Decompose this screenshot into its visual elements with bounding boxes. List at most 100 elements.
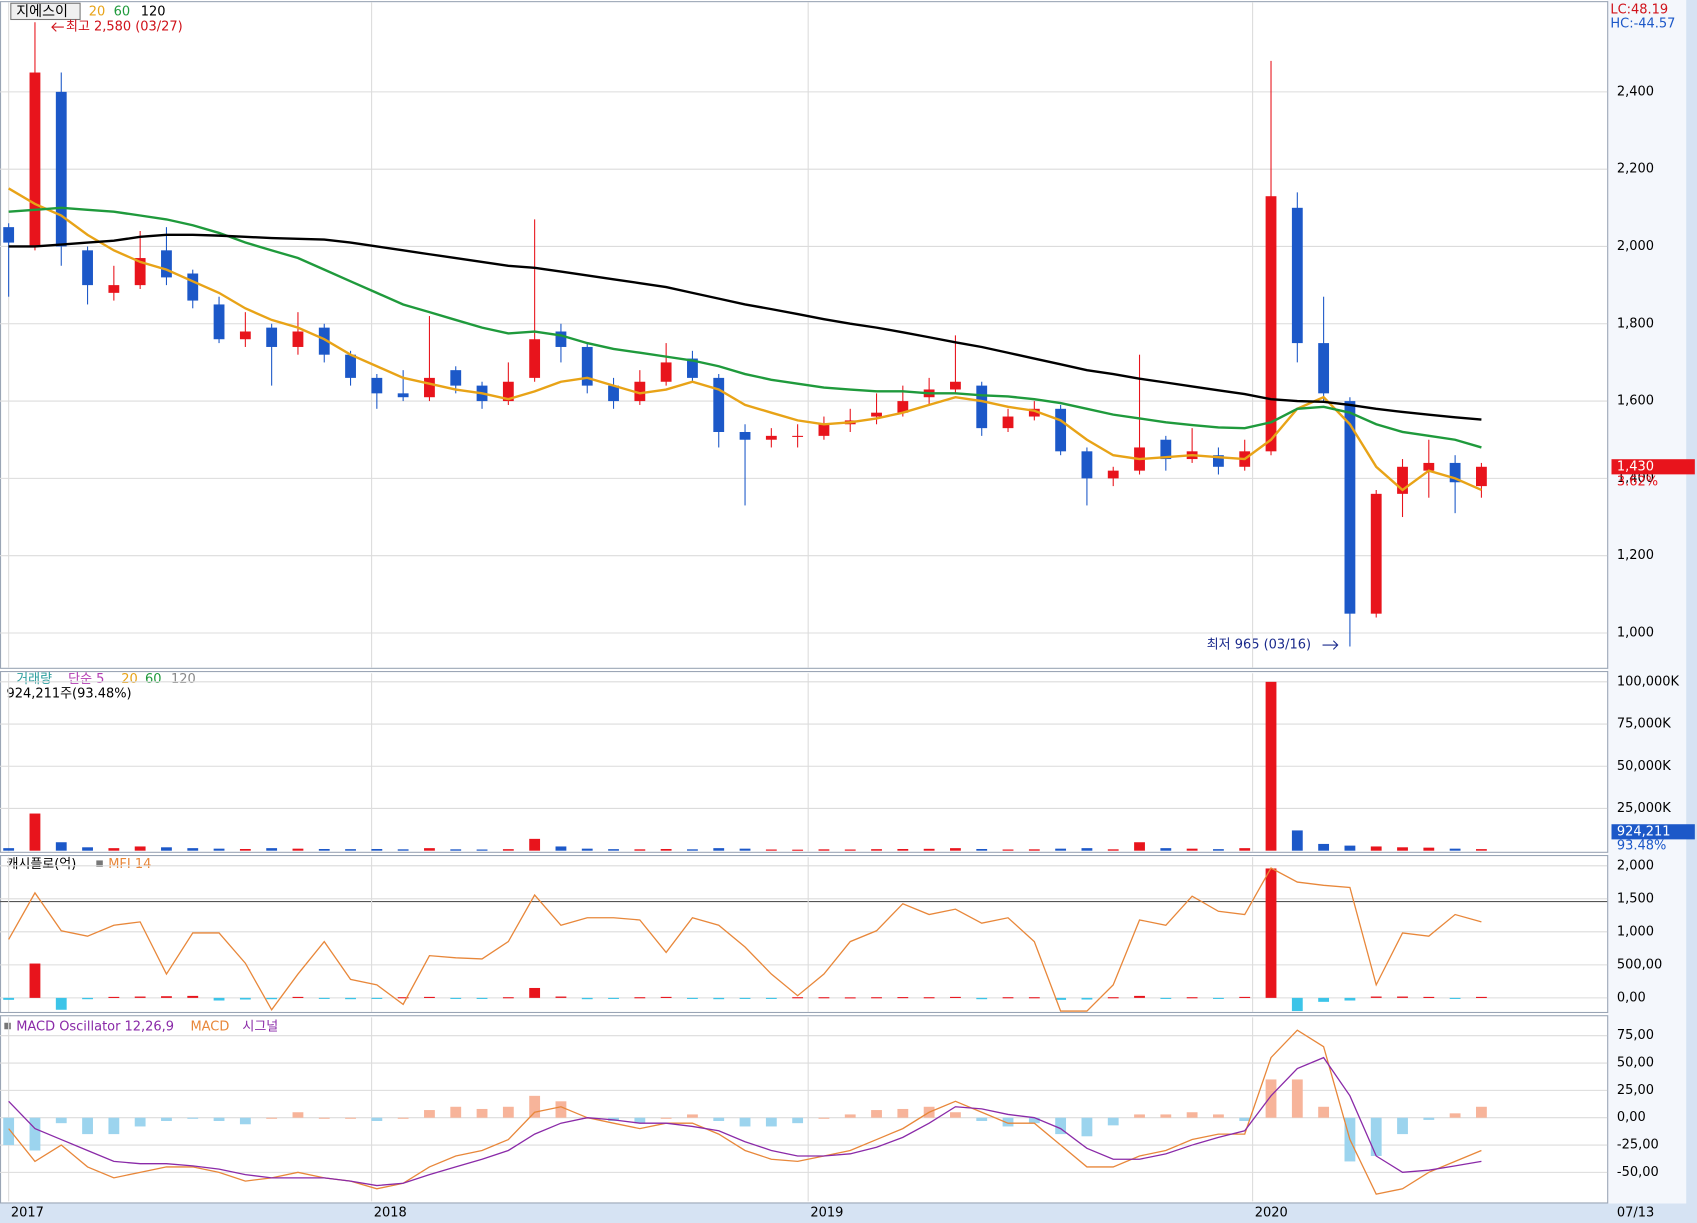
histogram-bar [1265, 868, 1277, 998]
y-tick-label: 2,000 [1617, 239, 1654, 254]
volume-bar [187, 848, 199, 851]
x-tick-label: 2019 [810, 1206, 843, 1221]
y-tick-label: 75,000K [1617, 717, 1671, 732]
volume-bar [581, 848, 593, 851]
histogram-bar [713, 997, 725, 1000]
volume-bar [818, 849, 830, 851]
candle-body [1055, 408, 1067, 452]
volume-bar [134, 846, 146, 851]
histogram-bar [1081, 1117, 1093, 1137]
histogram-bar [871, 1110, 882, 1118]
candle-body [134, 258, 146, 286]
histogram-bar [502, 1106, 514, 1118]
ratio-label: 93.48% [1617, 838, 1666, 853]
histogram-bar [476, 997, 488, 999]
candle-body [1476, 466, 1487, 487]
histogram-bar [608, 997, 619, 999]
histogram-bar [529, 1095, 541, 1118]
histogram-bar [765, 1117, 777, 1127]
x-tick-label: 2017 [11, 1206, 44, 1221]
histogram-bar [1160, 997, 1172, 999]
histogram-bar [213, 997, 225, 1001]
histogram-bar [55, 1117, 67, 1124]
candle-body [897, 401, 909, 413]
candle-body [739, 431, 751, 440]
mfi-frame [0, 855, 1609, 1014]
histogram-bar [1028, 997, 1040, 999]
candle-body [424, 377, 435, 398]
volume-bar [424, 848, 435, 851]
volume-bar [318, 848, 330, 851]
y-tick-label: 1,000 [1617, 924, 1654, 939]
panel-frames [0, 1, 1609, 1204]
histogram-bar [739, 1117, 751, 1127]
histogram-bar [1239, 1117, 1251, 1121]
histogram-bar [424, 996, 435, 998]
volume-bar [1134, 842, 1145, 851]
candle-body [1449, 462, 1461, 483]
histogram-bar [187, 995, 199, 998]
candle-body [29, 72, 41, 247]
legend-vol-ma20: 20 [121, 672, 138, 687]
volume-bar [1449, 848, 1461, 851]
volume-bar [292, 848, 304, 851]
legend-marker [4, 1022, 11, 1030]
histogram-bar [424, 1110, 435, 1118]
histogram-bar [1055, 997, 1067, 1000]
candle-body [3, 227, 15, 243]
volume-bar [371, 848, 383, 851]
volume-bar [1186, 848, 1198, 851]
histogram-bar [82, 997, 93, 1000]
y-tick-label: 1,000 [1617, 625, 1654, 640]
candle-body [161, 250, 172, 278]
volume-bar [950, 848, 961, 851]
histogram-bar [1134, 1114, 1145, 1118]
volume-bar [1370, 846, 1382, 851]
histogram-bar [844, 997, 856, 999]
candle-body [818, 424, 830, 436]
legend-ma120: 120 [141, 4, 166, 19]
histogram-bar [687, 1114, 698, 1118]
name-box [10, 2, 81, 21]
low-arrow [1322, 640, 1339, 650]
y-tick-label: 2,000 [1617, 858, 1654, 873]
volume-bar [634, 849, 646, 851]
histogram-bar [950, 996, 961, 998]
volume-bar [923, 848, 935, 851]
histogram-bar [1397, 996, 1408, 998]
y-tick-label: 50,000K [1617, 759, 1671, 774]
histogram-bar [1107, 1117, 1119, 1126]
histogram-bar [1055, 1117, 1067, 1135]
volume-bar [450, 849, 462, 851]
candle-body [318, 327, 330, 355]
histogram-bar [1423, 996, 1435, 998]
histogram-bar [239, 1117, 251, 1125]
histogram-bar [871, 997, 882, 999]
candle-body [555, 331, 567, 347]
histogram-bar [29, 1117, 41, 1151]
candle-body [950, 381, 961, 390]
histogram-bar [581, 997, 593, 1000]
y-tick-label: 2,200 [1617, 162, 1654, 177]
volume-bar [660, 848, 672, 851]
volume-bar [29, 813, 41, 851]
histogram-bar [818, 1117, 830, 1119]
histogram-bar [161, 996, 172, 998]
histogram-bar [292, 1112, 304, 1118]
histogram-bar [897, 1108, 909, 1118]
candle-body [1213, 455, 1224, 467]
hc-label: HC:-44.57 [1610, 16, 1675, 31]
high-arrow [51, 22, 64, 32]
y-tick-label: -25,00 [1617, 1138, 1659, 1153]
volume-bar [713, 848, 725, 851]
last-price-label: 1,430 [1617, 459, 1654, 474]
volume-frame [0, 671, 1609, 853]
histogram-bar [1370, 1117, 1382, 1156]
histogram-bar [1239, 996, 1251, 998]
y-tick-label: 100,000K [1617, 674, 1680, 689]
volume-bar [792, 849, 804, 851]
y-tick-label: 75,00 [1617, 1028, 1654, 1043]
candle-body [1318, 343, 1330, 394]
histogram-bar [134, 996, 146, 998]
